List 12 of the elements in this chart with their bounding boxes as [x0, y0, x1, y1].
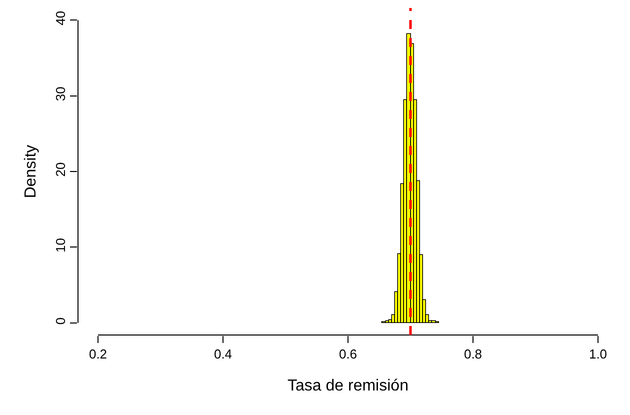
- x-tick-label: 1.0: [588, 346, 608, 362]
- x-tick-label: 0.4: [214, 346, 232, 362]
- y-tick-label: 10: [52, 238, 68, 252]
- x-tick-label: 0.2: [88, 346, 108, 362]
- x-tick-label: 0.6: [338, 346, 358, 362]
- y-tick-label: 20: [52, 162, 68, 177]
- y-axis-title: Density: [22, 144, 40, 198]
- y-tick-label: 30: [52, 86, 68, 102]
- x-tick-label: 0.8: [464, 346, 482, 362]
- y-tick-label: 0: [52, 317, 68, 325]
- x-axis-title: Tasa de remisión: [288, 377, 408, 394]
- y-tick-label: 40: [52, 10, 68, 26]
